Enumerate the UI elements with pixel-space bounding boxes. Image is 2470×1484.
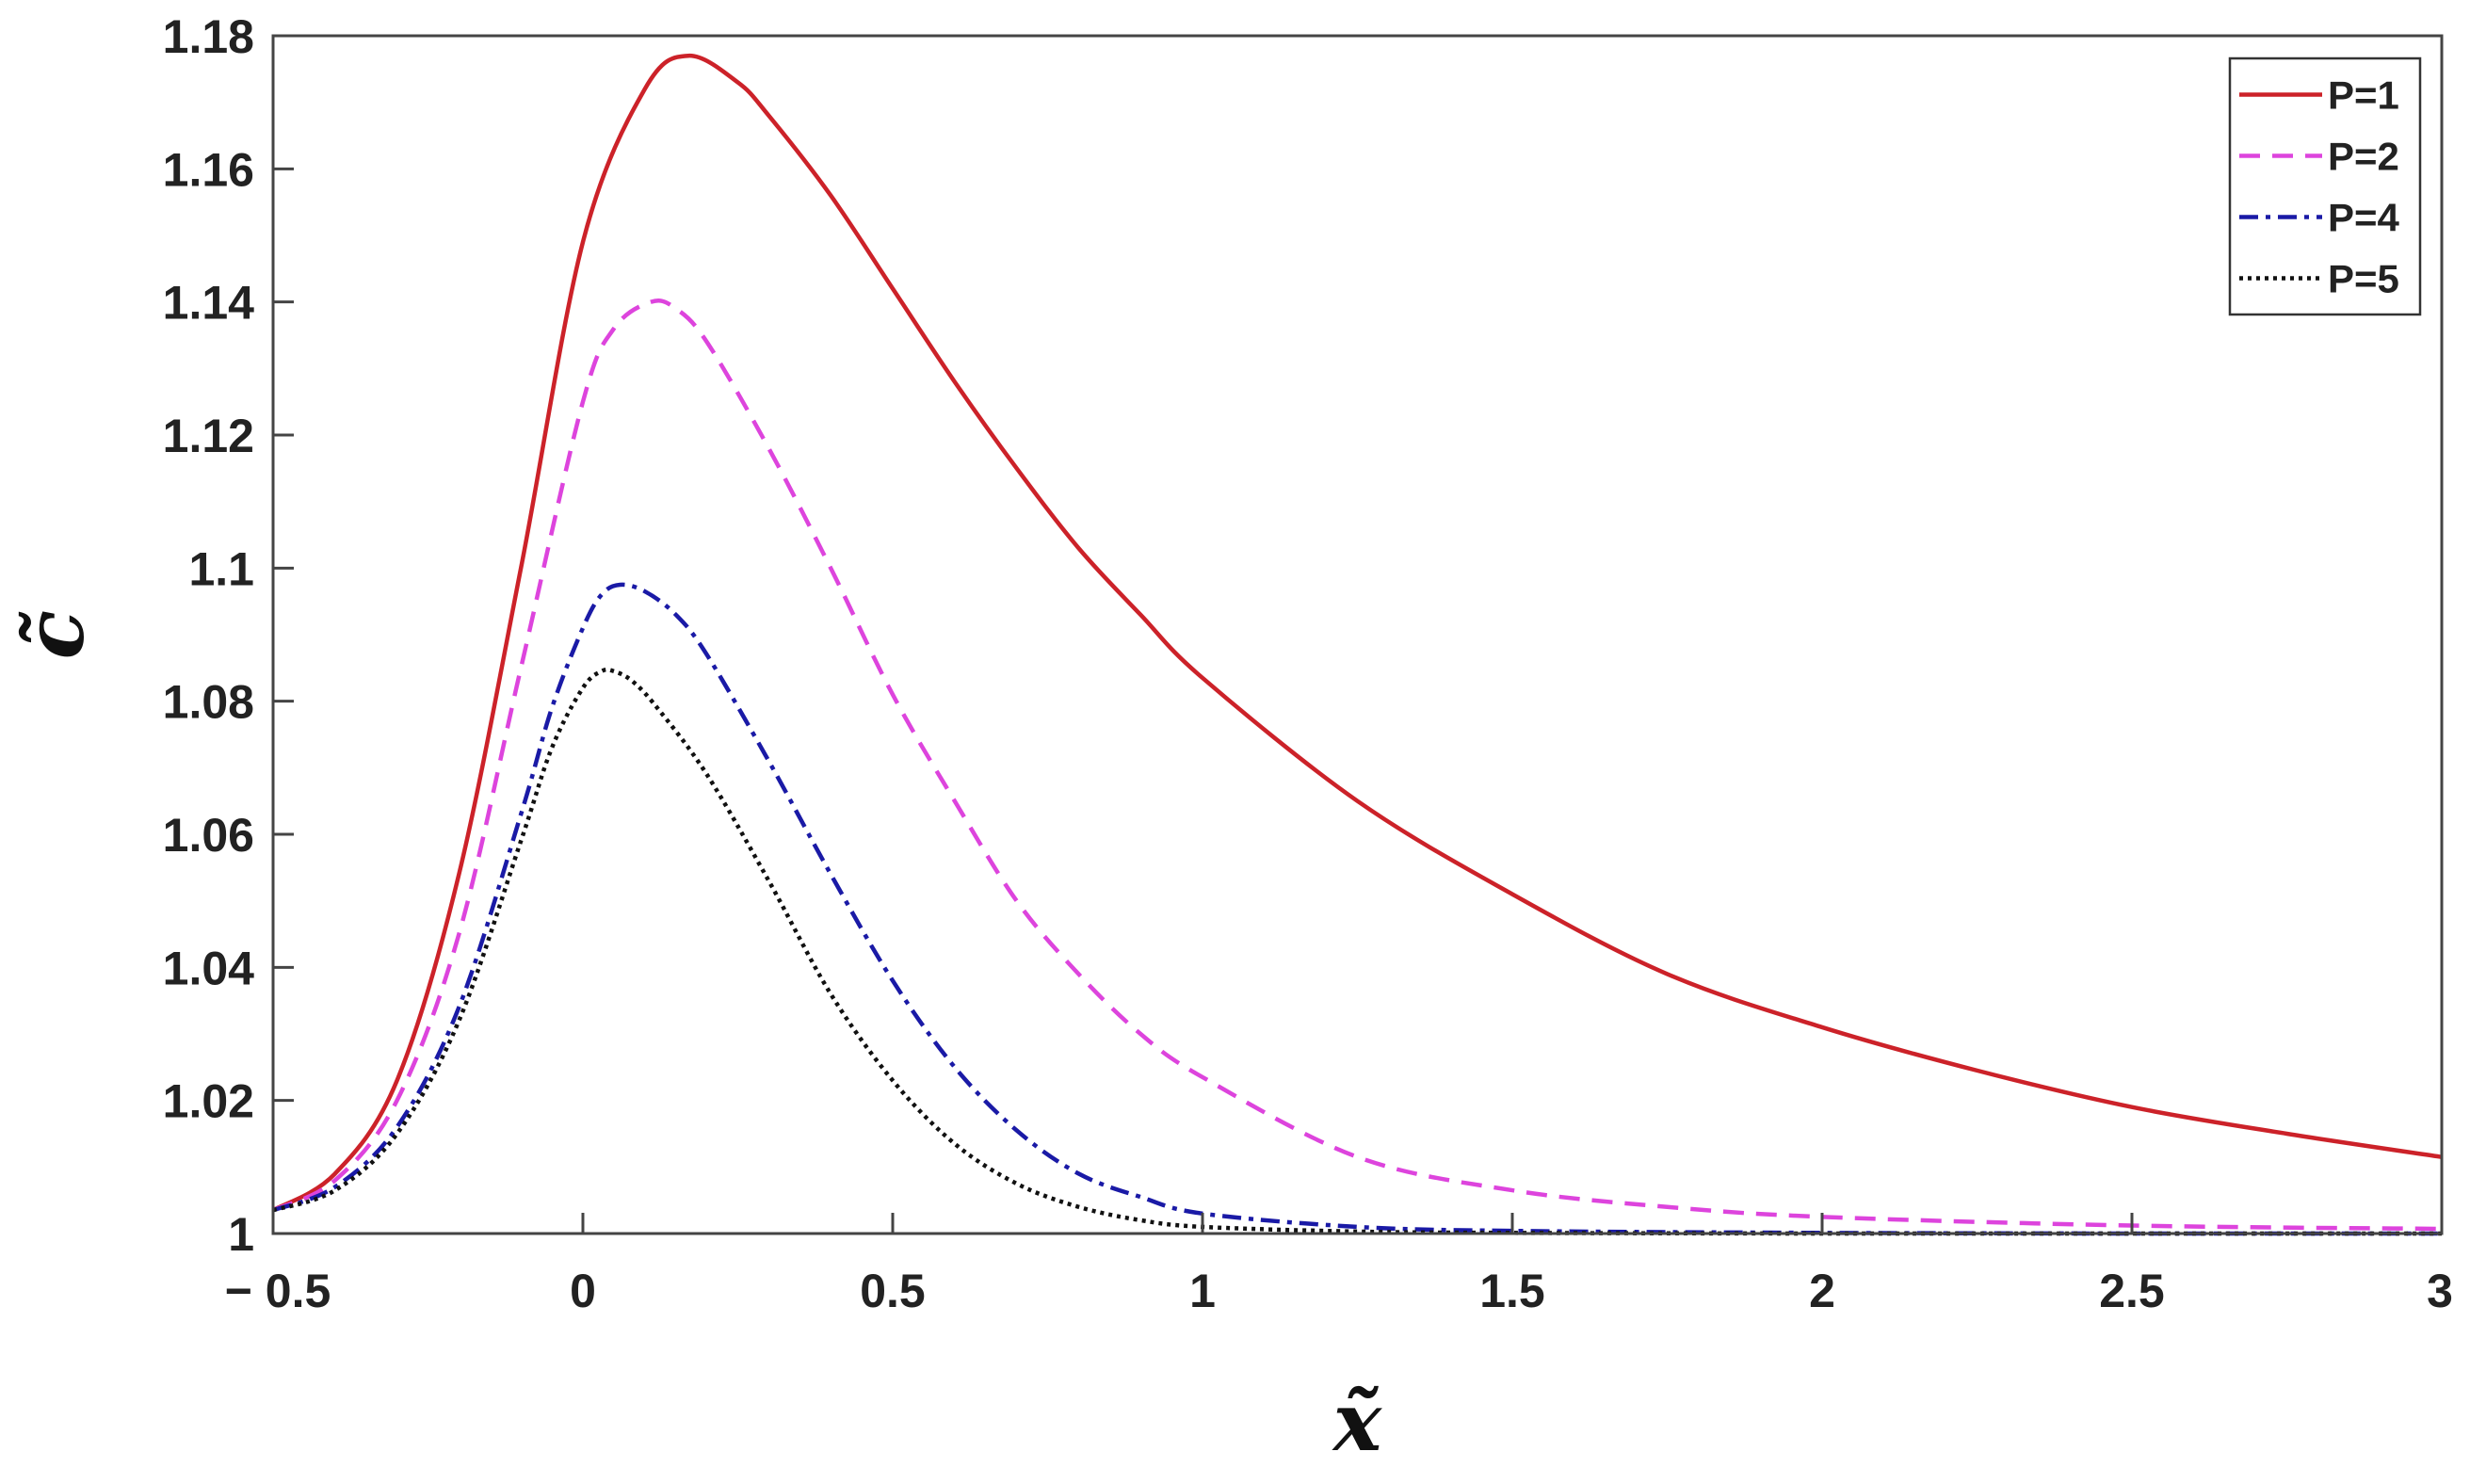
legend-label-p2: P=2 bbox=[2328, 135, 2399, 179]
x-tick-label: 3 bbox=[2427, 1265, 2453, 1317]
y-tick-label: 1.08 bbox=[163, 676, 254, 729]
legend: P=1 P=2 P=4 P=5 bbox=[2228, 56, 2422, 316]
y-tick-label: 1.1 bbox=[188, 542, 254, 595]
series-line-p4 bbox=[272, 582, 2443, 1236]
legend-label-p4: P=4 bbox=[2328, 196, 2400, 240]
plot-frame bbox=[271, 34, 2444, 1235]
y-tick-label: 1.18 bbox=[163, 10, 254, 63]
y-tick-label: 1 bbox=[228, 1208, 254, 1261]
x-tick-label: 0 bbox=[570, 1265, 596, 1317]
x-tick-label: 1.5 bbox=[1479, 1265, 1545, 1317]
series-line-p2 bbox=[272, 298, 2443, 1232]
y-tick-label: 1.02 bbox=[163, 1075, 254, 1128]
y-tick-label: 1.14 bbox=[163, 277, 255, 330]
y-tick-label: 1.12 bbox=[163, 410, 254, 462]
x-tick-label: − 0.5 bbox=[225, 1265, 331, 1317]
x-tick-label: 2 bbox=[1809, 1265, 1835, 1317]
y-tick-label: 1.06 bbox=[163, 809, 254, 862]
legend-label-p1: P=1 bbox=[2328, 73, 2399, 118]
y-tick-label: 1.16 bbox=[163, 143, 254, 196]
x-tick-label: 1 bbox=[1189, 1265, 1216, 1317]
y-tick-label: 1.04 bbox=[163, 942, 255, 994]
x-tick-label: 2.5 bbox=[2099, 1265, 2165, 1317]
legend-box bbox=[2228, 56, 2422, 316]
ticks-layer: − 0.5 0 0.5 1 1.5 2 2.5 3 1 1.02 1.04 1.06 1.08 1.1 1.… bbox=[163, 10, 2453, 1317]
x-tick-label: 0.5 bbox=[860, 1265, 926, 1317]
y-axis-label: c̃ bbox=[8, 610, 103, 659]
x-axis-label: x̃ bbox=[1332, 1375, 1383, 1470]
series-line-p1 bbox=[271, 53, 2443, 1213]
legend-label-p5: P=5 bbox=[2328, 257, 2399, 301]
